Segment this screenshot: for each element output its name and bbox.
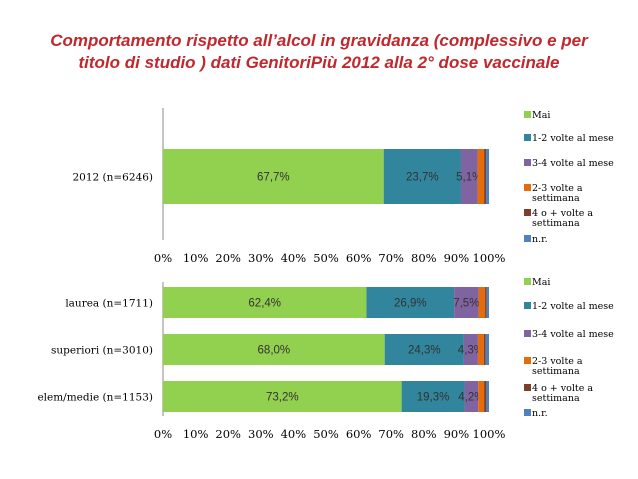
education-legend-label: 4 o + volte a [532,383,593,394]
overall-category-label: 2012 (n=6246) [72,172,153,184]
education-data-label: 26,9% [394,298,427,310]
overall-legend-label: Mai [532,110,550,121]
education-bar-segment [464,381,479,412]
education-legend-label: 1-2 volte al mese [532,301,614,312]
education-legend-label: 2-3 volte a [532,356,583,367]
overall-legend-swatch [524,111,531,118]
education-x-tick-label: 0% [154,427,172,441]
overall-legend-swatch [524,184,531,191]
education-x-tick-label: 20% [215,427,241,441]
overall-data-label: 23,7% [406,172,439,184]
overall-x-tick-label: 100% [473,251,506,265]
overall-x-tick-label: 60% [346,251,372,265]
education-bar-segment [485,334,489,365]
education-data-label: 62,4% [248,298,281,310]
overall-x-tick-label: 50% [313,251,339,265]
education-legend-swatch [524,302,531,309]
education-legend-label: settimana [532,366,580,377]
education-bar-segment [401,381,465,412]
education-bar-segment [163,334,385,365]
education-legend-swatch [524,409,531,416]
education-bar-segment [486,381,489,412]
education-legend-swatch [524,330,531,337]
education-data-label: 19,3% [417,392,450,404]
overall-legend-label: 3-4 volte al mese [532,158,614,169]
education-bar-segment [485,287,487,318]
overall-x-tick-label: 40% [281,251,307,265]
overall-legend-label: 1-2 volte al mese [532,133,614,144]
education-bar-segment [366,287,455,318]
overall-bar-segment [486,149,489,204]
education-legend-label: 3-4 volte al mese [532,329,614,340]
education-legend-swatch [524,357,531,364]
education-data-label: 24,3% [408,345,441,357]
overall-legend-label: settimana [532,193,580,204]
education-bar-segment [478,287,486,318]
education-category-label: laurea (n=1711) [65,298,153,310]
education-data-label: 4,2% [458,392,484,404]
education-bar-segment [384,334,464,365]
overall-legend-swatch [524,209,531,216]
education-data-label: 73,2% [266,392,299,404]
education-data-label: 68,0% [258,345,291,357]
overall-legend-label: settimana [532,218,580,229]
overall-x-tick-label: 80% [411,251,437,265]
education-bar-segment [484,381,487,412]
overall-data-label: 5,1% [456,172,482,184]
overall-x-tick-label: 30% [248,251,274,265]
education-data-label: 7,5% [453,298,479,310]
education-legend-swatch [524,384,531,391]
education-x-tick-label: 100% [473,427,506,441]
overall-x-tick-label: 10% [183,251,209,265]
education-legend-label: settimana [532,393,580,404]
education-x-tick-label: 30% [248,427,274,441]
education-legend-swatch [524,278,531,285]
education-bar-segment [454,287,479,318]
overall-x-tick-label: 90% [444,251,470,265]
education-bar-segment [483,334,486,365]
education-legend-label: Mai [532,277,550,288]
overall-x-tick-label: 70% [378,251,404,265]
education-bar-segment [463,334,478,365]
overall-legend-label: 2-3 volte a [532,183,583,194]
overall-legend-label: n.r. [532,234,548,245]
education-x-tick-label: 50% [313,427,339,441]
overall-x-tick-label: 0% [154,251,172,265]
education-x-tick-label: 90% [444,427,470,441]
chart-title-line-1: Comportamento rispetto all’alcol in grav… [50,31,588,50]
education-bar-segment [478,381,485,412]
education-data-label: 4,3% [458,345,484,357]
chart-title-line-2: titolo di studio ) dati GenitoriPiù 2012… [78,53,560,72]
overall-bar-segment [484,149,487,204]
education-x-tick-label: 70% [378,427,404,441]
education-x-tick-label: 60% [346,427,372,441]
education-bar-segment [486,287,489,318]
education-legend-label: n.r. [532,408,548,419]
overall-bar-segment [477,149,485,204]
overall-legend-swatch [524,235,531,242]
chart-title: Comportamento rispetto all’alcol in grav… [0,30,638,74]
education-category-label: elem/medie (n=1153) [37,392,153,404]
overall-bar-segment [383,149,461,204]
education-x-tick-label: 80% [411,427,437,441]
education-x-tick-label: 10% [183,427,209,441]
education-category-label: superiori (n=3010) [51,345,153,357]
overall-legend-label: 4 o + volte a [532,208,593,219]
overall-bar-segment [460,149,478,204]
overall-data-label: 67,7% [257,172,290,184]
overall-legend-swatch [524,159,531,166]
education-bar-segment [477,334,484,365]
education-bar-segment [163,287,367,318]
education-x-tick-label: 40% [281,427,307,441]
overall-bar-segment [163,149,384,204]
education-bar-segment [163,381,402,412]
overall-x-tick-label: 20% [215,251,241,265]
overall-legend-swatch [524,134,531,141]
